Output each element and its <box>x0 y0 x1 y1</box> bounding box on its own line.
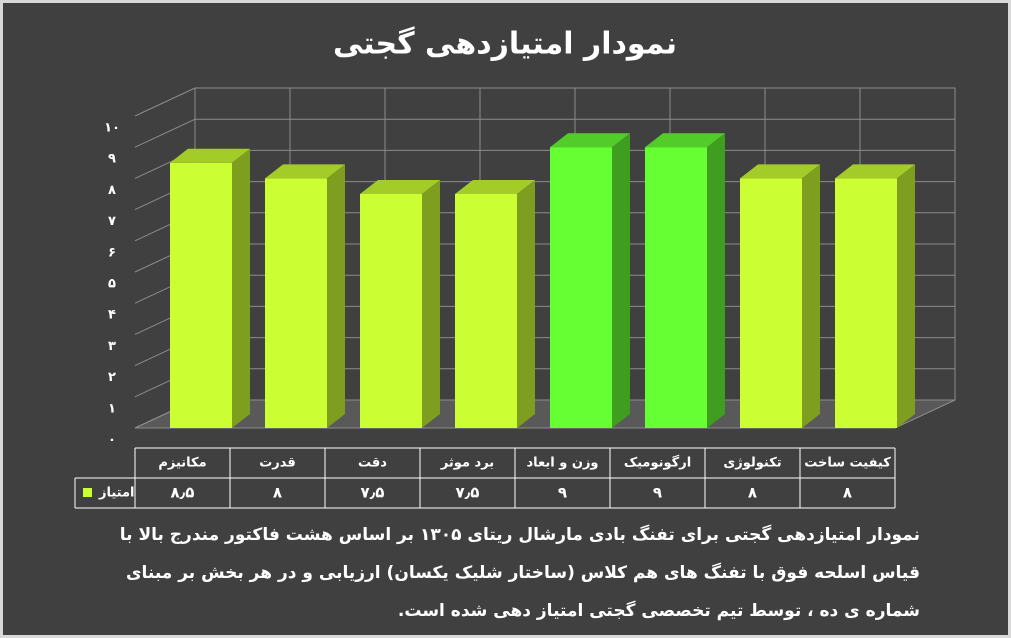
bar-top <box>645 133 725 148</box>
value-label: ۹ <box>653 484 662 502</box>
bar-top <box>265 164 345 179</box>
value-label: ۸ <box>273 484 282 502</box>
value-label: ۸ <box>843 484 852 502</box>
x-tick-label: دقت <box>358 456 387 471</box>
bar-top <box>550 133 630 148</box>
bar <box>265 178 327 428</box>
y-tick-label: ۶ <box>108 245 116 260</box>
floor <box>134 399 956 429</box>
bar-side <box>897 164 915 428</box>
value-label: ۷٫۵ <box>456 484 480 502</box>
bar-side <box>327 164 345 428</box>
value-label: ۹ <box>558 484 567 502</box>
bar <box>360 194 422 428</box>
bar-top <box>170 148 250 163</box>
bar-top <box>740 164 820 179</box>
bar-side <box>422 180 440 428</box>
y-tick-label: ۱ <box>108 401 116 416</box>
bar-side <box>612 133 630 428</box>
bar-side <box>517 180 535 428</box>
y-tick-label: ۰ <box>108 433 116 448</box>
value-label: ۸ <box>748 484 757 502</box>
bar <box>455 194 517 428</box>
bar-side <box>802 164 820 428</box>
y-tick-label: ۹ <box>108 152 116 167</box>
bar-top <box>455 180 535 194</box>
y-tick-label: ۱۰ <box>104 121 120 136</box>
y-tick-label: ۴ <box>108 308 116 323</box>
y-tick-label: ۵ <box>108 277 116 292</box>
bar <box>550 147 612 428</box>
bar <box>645 147 707 428</box>
x-tick-label: ارگونومیک <box>624 455 691 471</box>
y-tick-label: ۷ <box>108 214 116 229</box>
x-tick-label: قدرت <box>259 456 296 471</box>
grid-line <box>134 87 196 117</box>
x-tick-label: برد موثر <box>440 456 494 471</box>
x-tick-label: مکانیزم <box>158 456 206 471</box>
bar-side <box>707 133 725 428</box>
annotation: نمودار امتیازدهی گجتی برای تفنگ بادی مار… <box>119 525 920 621</box>
x-tick-label: تکنولوژی <box>723 456 781 471</box>
chart-title: نمودار امتیازدهی گجتی <box>333 26 677 62</box>
y-tick-label: ۸ <box>108 183 116 198</box>
bar <box>170 162 232 429</box>
legend-marker <box>83 488 92 497</box>
bar-top <box>835 164 915 179</box>
grid-line <box>134 118 196 148</box>
x-tick-label: وزن و ابعاد <box>526 456 598 471</box>
bar <box>835 178 897 428</box>
value-label: ۷٫۵ <box>361 484 385 502</box>
legend-label: امتیاز <box>98 486 134 501</box>
y-tick-label: ۲ <box>108 370 116 385</box>
bar-top <box>360 180 440 194</box>
x-tick-label: کیفیت ساخت <box>804 456 891 471</box>
bar-side <box>232 148 250 429</box>
plot: ۰ ۱ ۲ ۳ ۴ ۵ ۶ ۷ ۸ ۹ ۱۰ مکانیزم ۸٫۵ قدرت ۸ دقت ۷٫۵ برد موث… <box>74 87 956 509</box>
y-tick-label: ۳ <box>108 339 116 354</box>
bar <box>740 178 802 428</box>
value-label: ۸٫۵ <box>171 484 195 502</box>
